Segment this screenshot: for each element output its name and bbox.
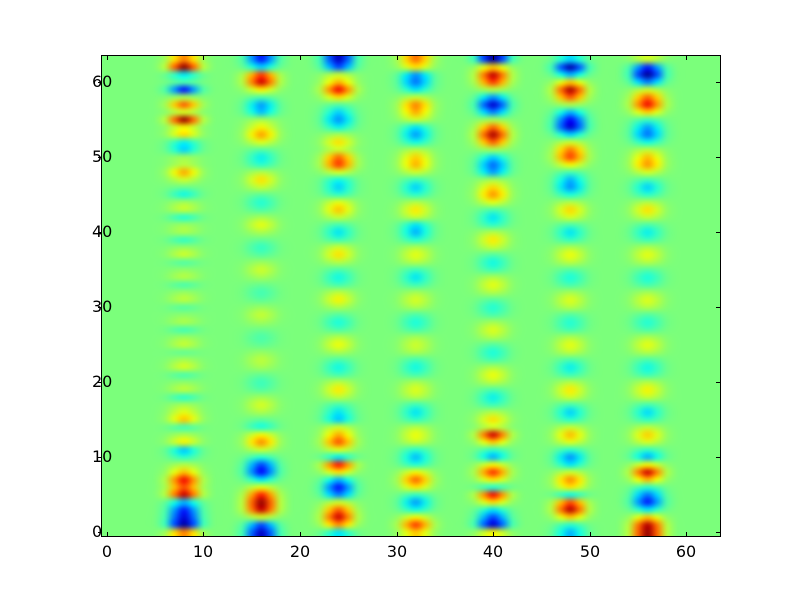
x-tick-label: 20: [289, 542, 311, 561]
y-tick-mark: [98, 532, 102, 533]
x-tick-label: 60: [675, 542, 697, 561]
x-tick-label: 0: [101, 542, 113, 561]
y-tick-mark-right: [716, 82, 720, 83]
x-tick-mark: [107, 532, 108, 536]
x-tick-mark-top: [493, 56, 494, 60]
x-tick-mark: [300, 532, 301, 536]
y-tick-mark: [98, 382, 102, 383]
y-tick-label: 0: [92, 522, 103, 541]
y-tick-mark: [98, 82, 102, 83]
y-tick-mark: [98, 457, 102, 458]
y-tick-mark-right: [716, 157, 720, 158]
heatmap-image[interactable]: [102, 56, 720, 536]
y-tick-label: 10: [92, 447, 113, 466]
y-tick-mark: [98, 232, 102, 233]
y-tick-mark-right: [716, 232, 720, 233]
y-tick-label: 20: [92, 372, 113, 391]
x-tick-mark: [397, 532, 398, 536]
x-tick-mark: [203, 532, 204, 536]
x-tick-mark-top: [590, 56, 591, 60]
x-tick-mark-top: [686, 56, 687, 60]
y-tick-label: 50: [92, 147, 113, 166]
x-tick-mark-top: [300, 56, 301, 60]
x-tick-label: 40: [482, 542, 504, 561]
y-tick-mark-right: [716, 457, 720, 458]
y-tick-mark-right: [716, 307, 720, 308]
x-tick-mark: [590, 532, 591, 536]
y-tick-label: 60: [92, 72, 113, 91]
y-tick-mark: [98, 307, 102, 308]
x-tick-label: 50: [579, 542, 601, 561]
x-tick-mark: [686, 532, 687, 536]
x-tick-label: 10: [192, 542, 214, 561]
y-tick-mark: [98, 157, 102, 158]
x-tick-mark-top: [107, 56, 108, 60]
x-tick-label: 30: [386, 542, 408, 561]
y-tick-mark-right: [716, 532, 720, 533]
x-tick-mark: [493, 532, 494, 536]
x-tick-mark-top: [203, 56, 204, 60]
x-tick-mark-top: [397, 56, 398, 60]
y-tick-label: 40: [92, 222, 113, 241]
y-tick-mark-right: [716, 382, 720, 383]
heatmap-axes[interactable]: [101, 55, 721, 537]
y-tick-label: 30: [92, 297, 113, 316]
